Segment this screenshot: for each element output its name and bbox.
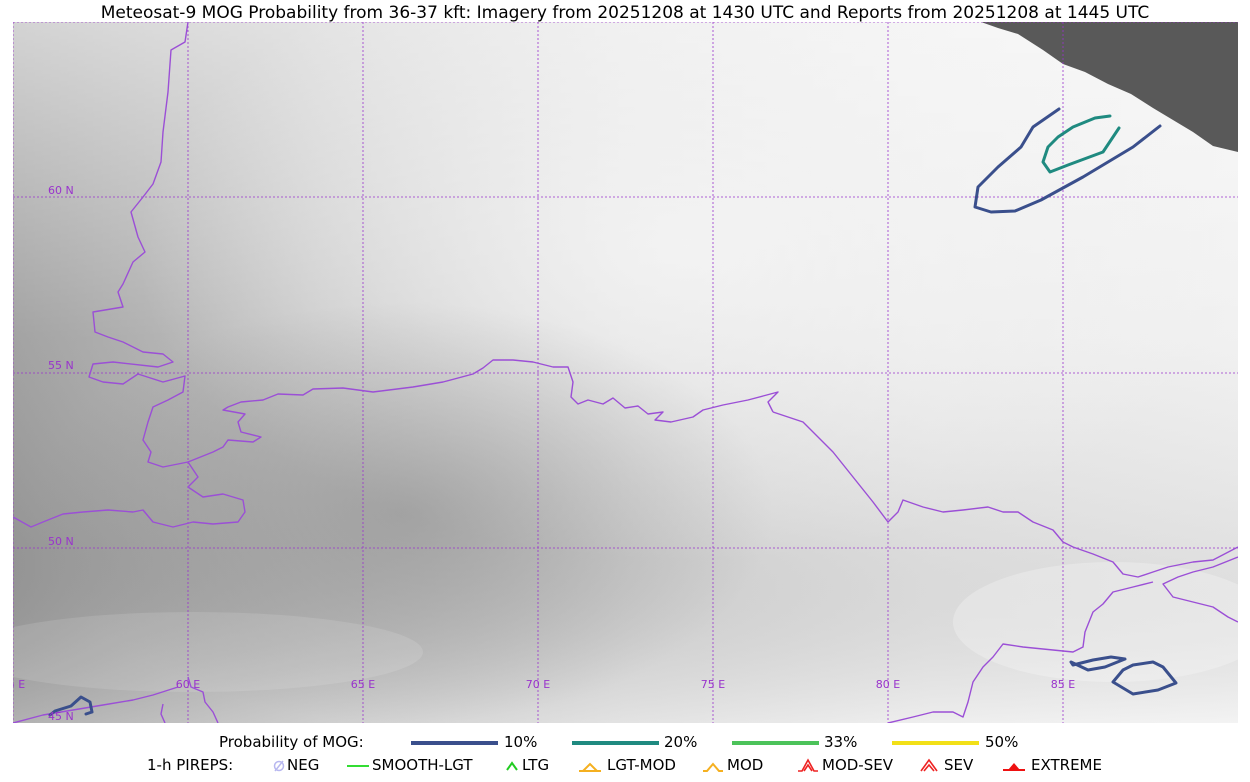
lat-label-60n: 60 N bbox=[48, 184, 74, 197]
neg-pirep-label: NEG bbox=[287, 756, 320, 774]
sev-pirep-icon bbox=[920, 758, 938, 772]
mog-20-contour-northeast bbox=[1041, 114, 1121, 174]
lon-label-80e: 80 E bbox=[876, 678, 900, 691]
mod-sev-pirep-icon bbox=[798, 758, 818, 772]
extreme-pirep-label: EXTREME bbox=[1031, 756, 1102, 774]
lon-labels: 55 E 60 E 65 E 70 E 75 E 80 E 85 E bbox=[13, 678, 1075, 691]
mog-10-contour-southeast-a bbox=[1069, 655, 1127, 672]
smooth-lgt-pirep-icon bbox=[347, 765, 369, 767]
prob-10-swatch bbox=[411, 741, 498, 745]
prob-33-swatch bbox=[732, 741, 819, 745]
mog-10-contour-southeast-b bbox=[1111, 660, 1178, 696]
no-data-region bbox=[981, 22, 1238, 152]
graticule bbox=[13, 22, 1238, 723]
pirep-legend-label: 1-h PIREPS: bbox=[147, 756, 234, 774]
lon-label-65e: 65 E bbox=[351, 678, 375, 691]
probability-legend-label: Probability of MOG: bbox=[219, 733, 364, 751]
prob-20-swatch bbox=[572, 741, 659, 745]
extreme-pirep-icon bbox=[1003, 763, 1025, 771]
lat-label-55n: 55 N bbox=[48, 359, 74, 372]
neg-pirep-icon bbox=[273, 760, 285, 772]
sev-pirep-label: SEV bbox=[944, 756, 974, 774]
lat-labels: 60 N 55 N 50 N 45 N bbox=[48, 184, 74, 723]
ltg-pirep-label: LTG bbox=[522, 756, 550, 774]
lat-label-50n: 50 N bbox=[48, 535, 74, 548]
mod-pirep-label: MOD bbox=[727, 756, 764, 774]
mod-pirep-icon bbox=[703, 762, 723, 772]
prob-33-label: 33% bbox=[824, 733, 858, 751]
lon-label-85e: 85 E bbox=[1051, 678, 1075, 691]
lon-label-75e: 75 E bbox=[701, 678, 725, 691]
lat-label-45n: 45 N bbox=[48, 710, 74, 723]
pirep-legend: 1-h PIREPS: NEG SMOOTH-LGT LTG LGT-MOD M… bbox=[0, 756, 1250, 776]
lon-label-70e: 70 E bbox=[526, 678, 550, 691]
ltg-pirep-icon bbox=[506, 761, 518, 771]
mog-10-contour-northeast bbox=[973, 107, 1162, 214]
map-title: Meteosat-9 MOG Probability from 36-37 kf… bbox=[100, 3, 1150, 23]
lon-label-55e: 55 E bbox=[13, 678, 25, 691]
probability-legend: Probability of MOG: 10% 20% 33% 50% bbox=[0, 733, 1250, 753]
mog-10-contour-southwest bbox=[48, 695, 94, 717]
lgt-mod-pirep-label: LGT-MOD bbox=[607, 756, 676, 774]
satellite-imagery bbox=[13, 22, 1238, 723]
prob-50-label: 50% bbox=[985, 733, 1019, 751]
mog-probability-contours bbox=[48, 107, 1178, 717]
prob-20-label: 20% bbox=[664, 733, 698, 751]
country-borders bbox=[13, 22, 1238, 723]
lgt-mod-pirep-icon bbox=[579, 762, 601, 772]
prob-10-label: 10% bbox=[504, 733, 538, 751]
smooth-lgt-pirep-label: SMOOTH-LGT bbox=[372, 756, 473, 774]
prob-50-swatch bbox=[892, 741, 979, 745]
satellite-map: 60 N 55 N 50 N 45 N 55 E 60 E 65 E 70 E … bbox=[13, 22, 1238, 723]
lon-label-60e: 60 E bbox=[176, 678, 200, 691]
mod-sev-pirep-label: MOD-SEV bbox=[822, 756, 893, 774]
